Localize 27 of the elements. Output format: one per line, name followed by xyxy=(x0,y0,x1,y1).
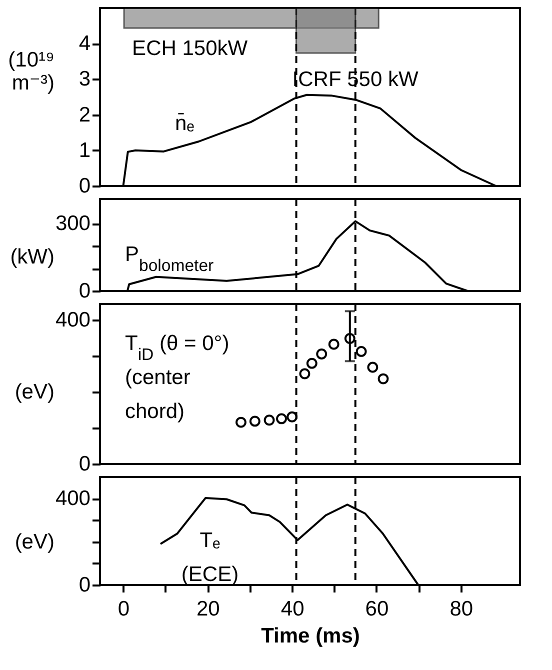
y-axis-title: (eV) xyxy=(14,530,54,554)
x-tick-label: 60 xyxy=(365,598,389,620)
y-axis-title: (kW) xyxy=(10,246,54,268)
y-tick-label: 0 xyxy=(78,574,90,596)
y-axis-title: (eV) xyxy=(14,380,54,404)
band-label: ICRF 550 kW xyxy=(292,68,418,91)
y-axis-title: (10¹⁹ m⁻³) xyxy=(8,48,54,94)
series-label: P$_{bolometer}$ xyxy=(125,243,214,274)
y-tick-label: 0 xyxy=(78,174,90,198)
y-tick-label: 300 xyxy=(55,212,90,236)
y-tick-label: 3 xyxy=(78,68,90,91)
x-tick-label: 20 xyxy=(196,598,220,620)
x-tick-label: 80 xyxy=(450,598,474,620)
series-label: n̄ₑ xyxy=(175,112,195,135)
band-label: ECH 150kW xyxy=(132,37,248,60)
series-label: Tₑ (ECE) xyxy=(181,529,239,586)
y-tick-label: 4 xyxy=(78,32,91,56)
x-axis-title: Time (ms) xyxy=(261,624,360,648)
y-tick-label: 1 xyxy=(78,138,90,162)
series-label: T$_{iD}$ (θ = 0°) (center chord) xyxy=(125,332,230,423)
y-tick-label: 0 xyxy=(78,452,90,476)
y-tick-label: 2 xyxy=(78,103,90,126)
x-tick-label: 40 xyxy=(280,598,304,620)
x-tick-label: 0 xyxy=(118,598,130,620)
y-tick-label: 400 xyxy=(55,487,90,510)
y-tick-label: 0 xyxy=(78,280,90,302)
y-tick-label: 400 xyxy=(55,308,90,332)
